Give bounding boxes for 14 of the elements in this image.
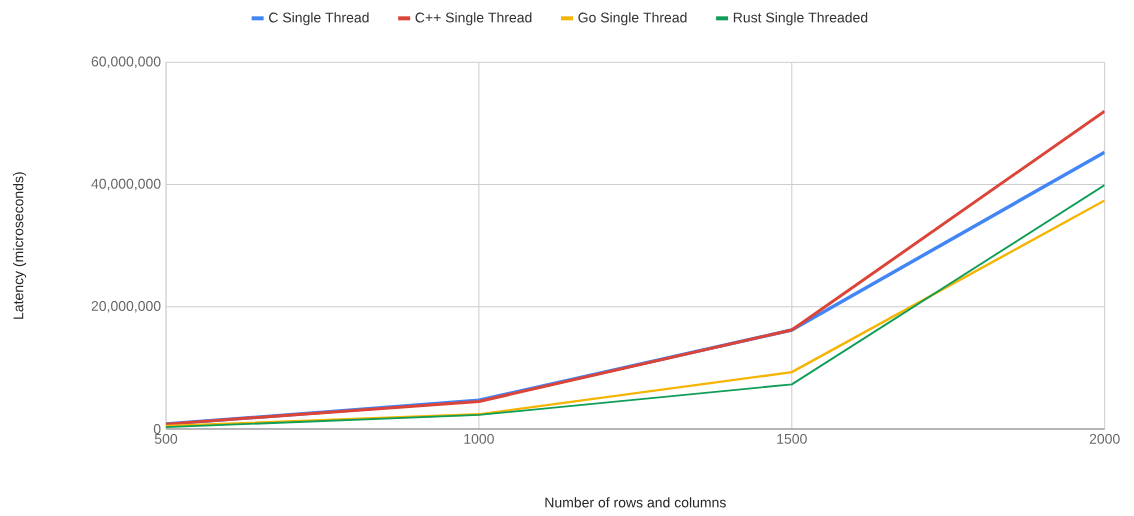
legend-label: Go Single Thread	[578, 12, 687, 26]
y-axis-title: Latency (microseconds)	[13, 172, 27, 319]
x-tick-label: 1000	[464, 433, 494, 444]
legend-label: C++ Single Thread	[415, 12, 532, 26]
x-tick-label: 1500	[777, 433, 807, 444]
x-tick-label: 500	[154, 433, 178, 444]
y-tick-label: 60,000,000	[91, 56, 161, 69]
y-tick-label: 0	[153, 424, 161, 434]
y-tick-label: 20,000,000	[91, 300, 161, 313]
y-tick-label: 40,000,000	[91, 178, 161, 191]
x-axis-title: Number of rows and columns	[545, 497, 726, 508]
legend-label: Rust Single Threaded	[733, 12, 868, 26]
x-tick-label: 2000	[1089, 433, 1120, 444]
legend-label: C Single Thread	[269, 12, 369, 26]
